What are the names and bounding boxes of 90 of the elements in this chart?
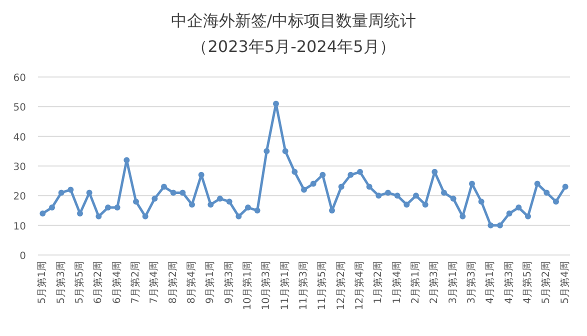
point <box>282 148 288 154</box>
point <box>180 190 186 196</box>
point <box>562 184 568 190</box>
y-tick-label: 30 <box>13 162 26 173</box>
point <box>161 184 167 190</box>
x-tick-label: 5月第4周 <box>558 261 571 304</box>
point <box>544 190 550 196</box>
point <box>450 196 456 202</box>
x-tick-label: 8月第2周 <box>166 261 179 304</box>
x-tick-label: 9月第1周 <box>204 261 216 304</box>
chart-title: 中企海外新签/中标项目数量周统计 <box>170 11 416 30</box>
x-tick-label: 10月第1周 <box>242 261 254 310</box>
point <box>68 186 74 193</box>
x-tick-label: 7月第4周 <box>148 261 160 304</box>
x-tick-label: 8月第4周 <box>186 261 198 304</box>
point <box>189 202 195 208</box>
x-tick-label: 1月第2周 <box>372 261 384 304</box>
x-tick-label: 2月第3周 <box>428 261 440 304</box>
point <box>310 180 316 187</box>
point <box>142 213 148 220</box>
point <box>366 184 372 190</box>
point <box>105 204 111 211</box>
point <box>553 198 559 205</box>
point <box>170 190 176 196</box>
x-tick-label: 12月第2周 <box>334 261 347 310</box>
x-tick-label: 11月第5周 <box>316 261 328 310</box>
point <box>497 222 503 228</box>
y-tick-label: 0 <box>20 251 26 262</box>
x-tick-label: 11月第1周 <box>278 261 291 310</box>
point <box>40 210 46 216</box>
point <box>245 204 251 211</box>
point <box>329 208 335 214</box>
x-tick-label: 4月第3周 <box>502 261 515 304</box>
x-tick-label: 5月第1周 <box>36 261 48 304</box>
x-tick-label: 5月第3周 <box>54 261 67 304</box>
point <box>338 184 344 190</box>
point <box>264 148 270 154</box>
x-tick-label: 5月第5周 <box>74 261 86 304</box>
x-tick-label: 10月第3周 <box>260 261 272 310</box>
chart-subtitle: （2023年5月-2024年5月） <box>192 37 396 56</box>
y-tick-label: 50 <box>13 102 26 114</box>
point <box>114 204 120 211</box>
x-tick-label: 4月第5周 <box>522 261 534 304</box>
x-tick-label: 3月第3周 <box>466 261 478 304</box>
x-tick-label: 7月第2周 <box>130 261 142 304</box>
x-tick-label: 11月第3周 <box>298 261 310 310</box>
point <box>506 210 512 216</box>
point <box>525 213 531 220</box>
point <box>301 186 307 193</box>
point <box>413 192 419 199</box>
point <box>58 190 64 196</box>
x-tick-label: 4月第1周 <box>484 261 496 304</box>
y-tick-label: 10 <box>13 221 26 232</box>
x-tick-label: 6月第2周 <box>92 261 104 304</box>
point <box>254 208 260 214</box>
point <box>404 202 410 208</box>
point <box>320 172 326 178</box>
x-tick-label: 1月第4周 <box>390 261 403 304</box>
x-tick-label: 5月第2周 <box>540 261 552 304</box>
point <box>376 192 382 199</box>
point <box>292 168 298 175</box>
x-tick-label: 6月第4周 <box>110 261 123 304</box>
point <box>217 196 223 202</box>
point <box>441 190 447 196</box>
point <box>49 204 55 211</box>
point <box>534 180 540 187</box>
point <box>208 202 214 208</box>
point <box>478 198 484 205</box>
point <box>488 222 494 228</box>
point <box>422 202 428 208</box>
point <box>96 213 102 220</box>
x-tick-label: 12月第4周 <box>354 261 366 310</box>
point <box>198 172 204 178</box>
y-tick-label: 20 <box>13 192 26 203</box>
point <box>236 213 242 220</box>
x-tick-label: 3月第1周 <box>446 261 459 304</box>
point <box>152 196 158 202</box>
point <box>348 172 354 178</box>
point <box>394 192 400 199</box>
point <box>516 204 522 211</box>
point <box>226 198 232 205</box>
y-tick-label: 60 <box>13 73 26 84</box>
x-tick-label: 9月第3周 <box>222 261 235 304</box>
y-tick-label: 40 <box>13 132 26 144</box>
point <box>357 168 363 175</box>
x-tick-label: 2月第1周 <box>410 261 422 304</box>
point <box>385 190 391 196</box>
point <box>432 168 438 175</box>
point <box>133 198 139 205</box>
point <box>273 100 279 107</box>
